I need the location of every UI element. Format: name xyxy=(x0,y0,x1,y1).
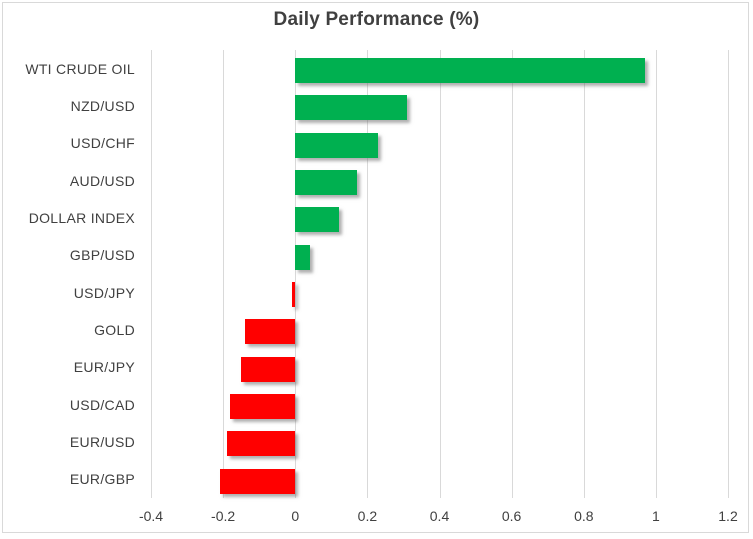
category-label: AUD/USD xyxy=(69,172,135,189)
x-axis-tick-label: 0.4 xyxy=(429,508,450,524)
x-axis-tick-label: 0.2 xyxy=(357,508,378,524)
gridline xyxy=(655,50,657,498)
x-axis-tick-label: 1 xyxy=(651,508,660,524)
x-axis-tick-label: 0 xyxy=(291,508,300,524)
gridline xyxy=(511,50,513,498)
gridline xyxy=(728,50,729,498)
x-axis-tick-label: 0.6 xyxy=(501,508,522,524)
category-label: DOLLAR INDEX xyxy=(28,209,135,226)
category-label: WTI CRUDE OIL xyxy=(25,60,135,77)
bar-gbp-usd xyxy=(295,244,310,270)
bar-aud-usd xyxy=(295,170,357,195)
bar-eur-usd xyxy=(226,431,296,457)
plot-area xyxy=(151,50,729,498)
bar-usd-chf xyxy=(295,132,379,158)
gridline xyxy=(367,50,369,498)
bar-eur-gbp xyxy=(219,468,296,494)
x-axis-tick-label: 0.8 xyxy=(574,508,594,524)
category-label: EUR/JPY xyxy=(73,359,135,376)
gridline xyxy=(295,50,297,498)
category-label: USD/JPY xyxy=(73,284,135,301)
category-label: GBP/USD xyxy=(69,247,135,264)
category-label: USD/CAD xyxy=(69,396,135,413)
gridline xyxy=(223,50,225,498)
bar-eur-jpy xyxy=(241,356,296,382)
category-label: GOLD xyxy=(94,321,135,338)
gridline xyxy=(151,50,152,498)
x-axis-tick-label: -0.4 xyxy=(138,508,164,524)
bar-wti-crude-oil xyxy=(295,58,646,83)
bar-nzd-usd xyxy=(295,95,408,121)
bar-gold xyxy=(244,319,296,345)
category-axis: WTI CRUDE OIL NZD/USD USD/CHF AUD/USD DOLLAR… xyxy=(0,50,135,498)
x-axis-tick-label: -0.2 xyxy=(211,508,236,524)
category-label: USD/CHF xyxy=(70,135,135,152)
category-label: NZD/USD xyxy=(70,97,135,114)
gridline xyxy=(439,50,441,498)
category-label: EUR/USD xyxy=(69,433,135,450)
value-axis: -0.4 -0.2 0 0.2 0.4 0.6 0.8 1 1.2 xyxy=(139,508,738,526)
chart-title: Daily Performance (%) xyxy=(273,9,480,30)
gridline xyxy=(583,50,585,498)
bar-dollar-index xyxy=(295,207,339,233)
bar-usd-jpy xyxy=(291,282,296,307)
x-axis-tick-label: 1.2 xyxy=(718,508,738,524)
category-label: EUR/GBP xyxy=(69,471,135,488)
bar-usd-cad xyxy=(230,394,296,419)
